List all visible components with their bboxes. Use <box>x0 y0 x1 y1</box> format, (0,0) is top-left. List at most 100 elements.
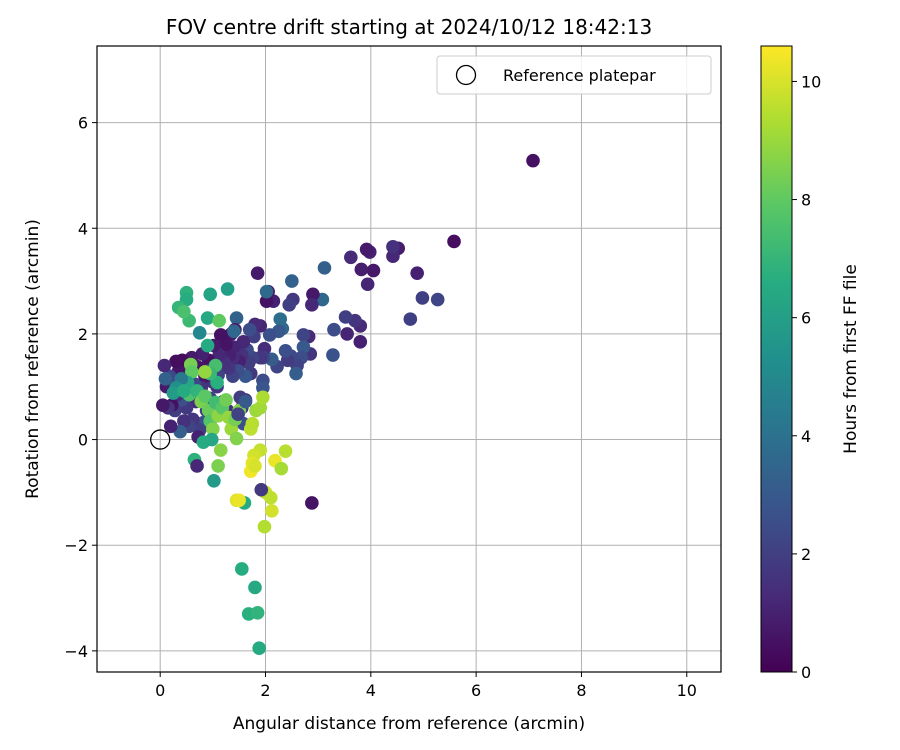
data-point <box>232 493 246 508</box>
data-point <box>278 344 293 358</box>
data-point <box>338 310 353 324</box>
data-point <box>198 365 212 379</box>
data-point <box>257 519 272 534</box>
data-point <box>256 390 270 405</box>
x-axis-label: Angular distance from reference (arcmin) <box>233 714 585 734</box>
y-tick-label: 0 <box>78 431 88 450</box>
data-point <box>220 282 235 296</box>
chart-title: FOV centre drift starting at 2024/10/12 … <box>166 15 652 39</box>
colorbar-gradient <box>761 46 792 672</box>
y-grid <box>97 122 721 652</box>
data-point <box>211 459 225 473</box>
data-point <box>250 606 265 620</box>
data-point <box>231 407 245 422</box>
x-tick-label: 4 <box>366 681 376 700</box>
x-tick-label: 0 <box>155 681 165 700</box>
data-point <box>213 443 228 457</box>
data-point <box>252 641 266 656</box>
x-grid <box>159 46 688 672</box>
x-tick-label: 10 <box>677 681 697 700</box>
data-point <box>190 459 204 473</box>
data-point <box>229 311 244 325</box>
data-point <box>184 365 199 379</box>
data-point <box>317 261 332 275</box>
data-point <box>163 419 178 434</box>
colorbar: 0 2 4 6 8 10 Hours from first FF file <box>760 45 861 682</box>
data-point <box>198 389 212 404</box>
data-point <box>248 580 262 595</box>
y-axis-ticks: −4 −2 0 2 4 6 <box>64 114 97 661</box>
data-point <box>386 249 400 264</box>
data-point <box>340 327 354 341</box>
data-point <box>235 562 249 576</box>
data-point <box>285 274 299 288</box>
data-point <box>410 266 424 280</box>
data-point <box>166 386 181 400</box>
data-point <box>206 422 220 436</box>
y-tick-label: 6 <box>78 114 88 133</box>
data-point <box>360 277 375 292</box>
data-point <box>306 287 320 302</box>
data-point <box>366 263 381 278</box>
data-point <box>259 294 274 308</box>
data-point <box>327 322 341 337</box>
data-point <box>273 312 288 326</box>
data-point <box>256 380 270 395</box>
data-point <box>196 435 211 450</box>
data-point <box>296 340 311 354</box>
x-tick-label: 2 <box>260 681 270 700</box>
data-point <box>278 444 293 458</box>
data-point <box>219 393 233 407</box>
reference-platepar-marker <box>150 429 171 450</box>
legend-marker-icon <box>455 64 477 86</box>
data-point <box>296 328 311 342</box>
x-axis-ticks: 0 2 4 6 8 10 <box>155 672 697 700</box>
y-tick-label: 2 <box>78 325 88 344</box>
data-point <box>253 401 268 415</box>
y-tick-label: 4 <box>78 219 88 238</box>
data-point <box>248 459 262 473</box>
data-point <box>177 384 191 398</box>
data-point <box>259 284 274 299</box>
data-point <box>238 394 253 409</box>
data-point <box>213 328 228 342</box>
data-point <box>447 234 461 249</box>
colorbar-tick-label: 2 <box>801 545 811 564</box>
colorbar-tick-label: 10 <box>801 72 821 91</box>
data-point <box>207 473 221 488</box>
data-point <box>386 239 400 254</box>
data-point <box>415 291 430 305</box>
data-point <box>353 335 368 349</box>
data-point <box>245 416 260 431</box>
y-tick-label: −2 <box>64 536 88 555</box>
data-point <box>344 250 358 265</box>
data-point <box>262 328 277 342</box>
data-point <box>430 292 445 307</box>
colorbar-frame <box>760 45 793 673</box>
plot-frame <box>96 45 722 673</box>
colorbar-label: Hours from first FF file <box>841 264 861 454</box>
data-point <box>200 311 215 325</box>
data-point <box>354 262 369 277</box>
data-point <box>177 414 191 428</box>
data-point <box>326 348 340 362</box>
data-point <box>212 313 226 328</box>
data-point <box>254 482 269 497</box>
x-tick-label: 8 <box>576 681 586 700</box>
data-point <box>200 338 215 353</box>
data-point <box>403 312 418 326</box>
colorbar-tick-label: 8 <box>801 191 811 210</box>
data-point <box>242 322 257 337</box>
legend-label: Reference platepar <box>503 66 656 85</box>
legend-box <box>436 55 712 95</box>
data-point <box>156 398 170 413</box>
data-point <box>158 372 173 386</box>
data-point <box>305 298 319 312</box>
colorbar-tick-label: 0 <box>801 663 811 682</box>
data-points <box>156 153 540 656</box>
data-point <box>274 461 289 476</box>
data-point <box>250 266 265 280</box>
x-tick-label: 6 <box>471 681 481 700</box>
colorbar-tick-label: 4 <box>801 427 811 446</box>
